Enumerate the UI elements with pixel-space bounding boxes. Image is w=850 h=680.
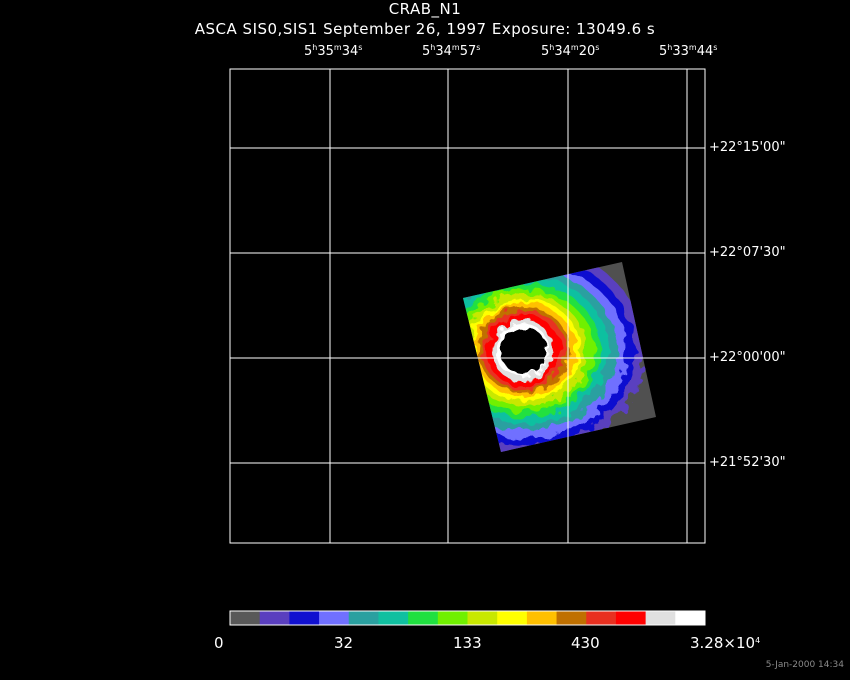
footer-timestamp: 5-Jan-2000 14:34 (765, 660, 844, 670)
colorbar-swatch (645, 611, 676, 625)
ra-label-1: 5h34m57s (422, 43, 481, 60)
coordinate-grid (230, 69, 705, 543)
exposure-map (463, 262, 656, 452)
dec-label-3: +21°52'30" (709, 455, 786, 470)
colorbar-swatch (319, 611, 350, 625)
colorbar-swatch (526, 611, 558, 625)
ra-label-3: 5h33m44s (659, 43, 718, 60)
colorbar-label-3: 430 (571, 634, 600, 652)
colorbar-swatch (497, 611, 528, 625)
colorbar-swatch (586, 611, 617, 625)
dec-label-2: +22°00'00" (709, 350, 786, 365)
plot-title: CRAB_N1 (388, 0, 462, 18)
colorbar-swatch (378, 611, 409, 625)
plot-frame (229, 68, 706, 544)
colorbar-label-2: 133 (453, 634, 482, 652)
colorbar-swatch (348, 611, 379, 625)
colorbar-frame (229, 610, 706, 626)
colorbar-label-4: 3.28×104 (690, 634, 761, 652)
colorbar-swatch (556, 611, 587, 625)
plot-subtitle: ASCA SIS0,SIS1 September 26, 1997 Exposu… (194, 20, 656, 38)
colorbar-swatch (615, 611, 647, 625)
ra-label-0: 5h35m34s (304, 43, 363, 60)
dec-label-0: +22°15'00" (709, 140, 786, 155)
colorbar-swatch (230, 611, 261, 625)
colorbar-swatch (259, 611, 290, 625)
colorbar-swatch (675, 611, 706, 625)
colorbar-label-0: 0 (214, 634, 224, 652)
dec-label-1: +22°07'30" (709, 245, 786, 260)
colorbar (230, 611, 706, 625)
colorbar-swatch (467, 611, 498, 625)
colorbar-swatch (289, 611, 320, 625)
colorbar-swatch (437, 611, 468, 625)
colorbar-swatch (408, 611, 439, 625)
ra-label-2: 5h34m20s (541, 43, 600, 60)
colorbar-label-1: 32 (334, 634, 354, 652)
